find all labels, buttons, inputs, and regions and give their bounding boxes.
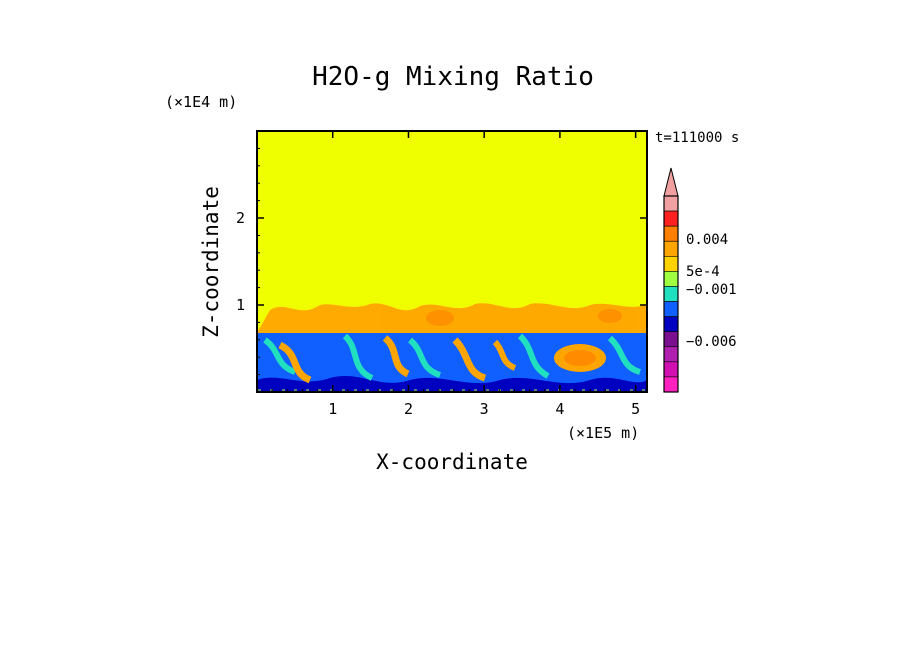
- colorbar-swatch: [663, 256, 679, 272]
- colorbar-swatch: [663, 376, 679, 393]
- entrainment-zone: [257, 303, 647, 333]
- x-tick-label: 3: [480, 400, 489, 418]
- colorbar-extend-arrow: [663, 167, 679, 197]
- x-tick-label: 4: [555, 400, 564, 418]
- x-tick-label: 1: [328, 400, 337, 418]
- x-scale-label: (×1E5 m): [567, 424, 639, 442]
- x-tick-label: 2: [404, 400, 413, 418]
- colorbar-label: −0.006: [686, 334, 737, 350]
- colorbar-swatch: [663, 286, 679, 302]
- x-axis-label: X-coordinate: [376, 450, 528, 474]
- colorbar-swatch: [663, 301, 679, 317]
- boundary-layer-features: [257, 333, 647, 392]
- x-tick-label: 5: [631, 400, 640, 418]
- colorbar-swatch: [663, 271, 679, 287]
- x-axis-ticks: 1 2 3 4 5: [271, 131, 640, 418]
- plot-frame: [256, 130, 648, 393]
- y-axis-ticks: 12: [236, 147, 647, 376]
- y-scale-label: (×1E4 m): [165, 93, 237, 111]
- colorbar-labels: 0.004 5e-4 −0.001 −0.006: [686, 232, 737, 350]
- colorbar-swatch: [663, 195, 679, 212]
- heatmap-field: [257, 131, 647, 392]
- colorbar-swatch: [663, 346, 679, 363]
- colorbar-swatch: [663, 240, 679, 257]
- colorbar-swatch: [663, 210, 679, 227]
- colorbar-label: −0.001: [686, 282, 737, 298]
- y-axis-label: Z-coordinate: [199, 186, 223, 338]
- colorbar-label: 0.004: [686, 232, 728, 248]
- chart-title: H2O-g Mixing Ratio: [312, 62, 594, 92]
- colorbar: [663, 167, 679, 393]
- colorbar-label: 5e-4: [686, 264, 720, 280]
- colorbar-frame: [663, 195, 679, 393]
- colorbar-swatch: [663, 331, 679, 348]
- time-label: t=111000 s: [655, 130, 739, 146]
- y-tick-label: 1: [236, 296, 245, 314]
- y-tick-label: 2: [236, 209, 245, 227]
- colorbar-swatch: [663, 361, 679, 378]
- colorbar-swatch: [663, 316, 679, 332]
- colorbar-swatch: [663, 225, 679, 242]
